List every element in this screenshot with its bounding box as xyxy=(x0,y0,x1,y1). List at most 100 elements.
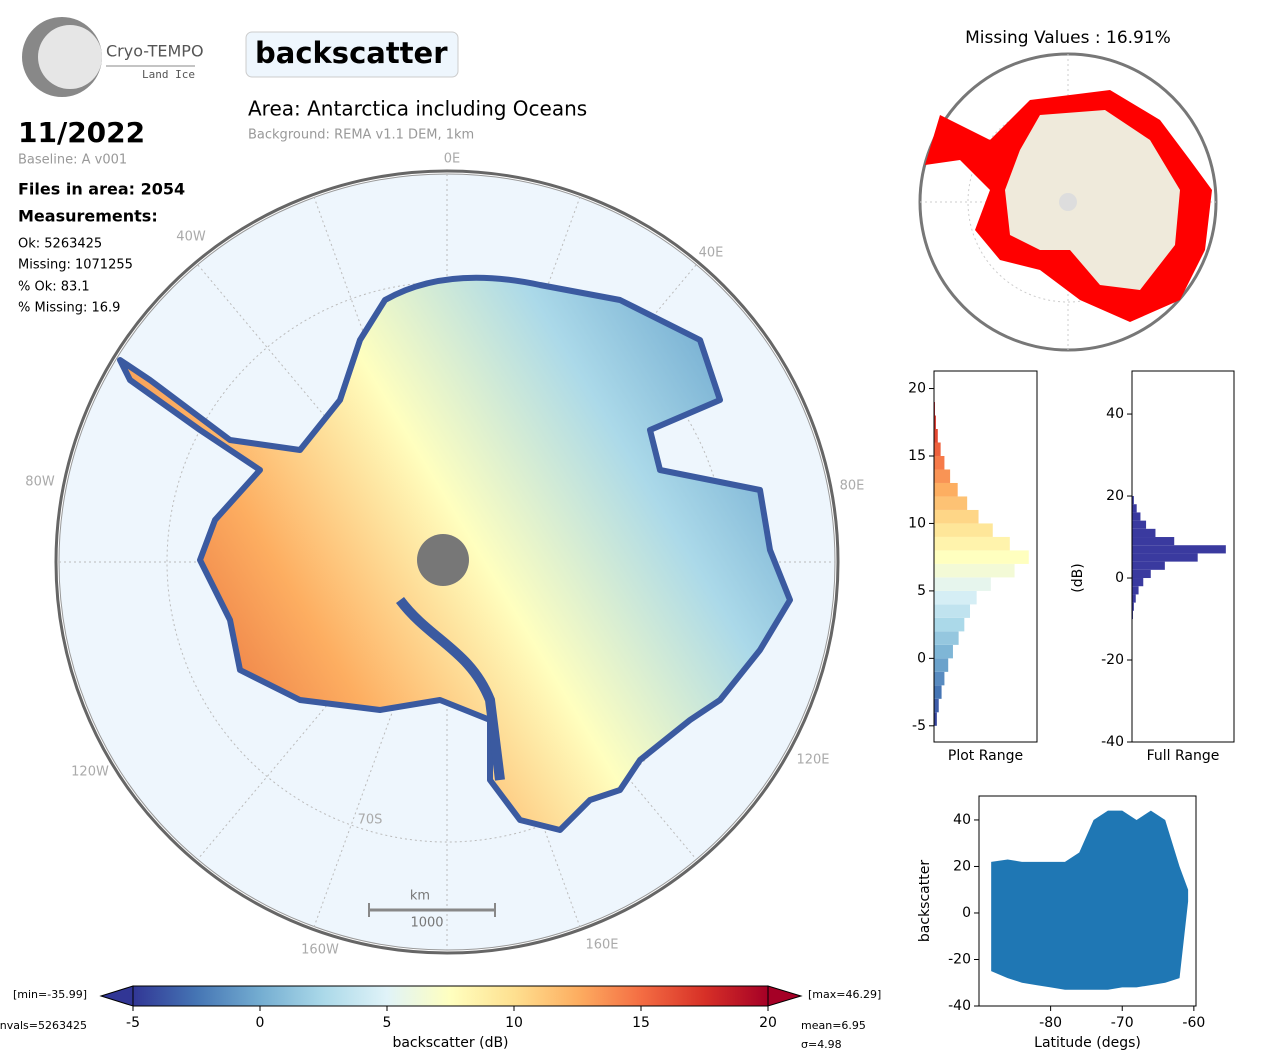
hist-bar xyxy=(934,617,965,632)
lon-label: 80E xyxy=(840,479,865,494)
hist-bar xyxy=(1132,569,1151,579)
x-axis-label: Full Range xyxy=(1147,748,1220,764)
baseline: Baseline: A v001 xyxy=(18,153,127,168)
x-tick-label: 0 xyxy=(256,1015,265,1031)
x-axis-label: Plot Range xyxy=(948,748,1023,764)
hist-bar xyxy=(1132,528,1156,538)
hist-bar xyxy=(934,455,945,470)
stat-line: % Ok: 83.1 xyxy=(18,280,90,295)
hist-bar xyxy=(934,496,968,510)
lat-label: 70S xyxy=(358,813,383,828)
lon-label: 120W xyxy=(71,765,109,780)
hist-bar xyxy=(934,577,991,591)
hist-bar xyxy=(1132,594,1136,603)
hist-bar xyxy=(1132,504,1137,513)
lon-label: 40W xyxy=(176,230,206,245)
scatter-cloud xyxy=(991,810,1189,990)
hist-bar xyxy=(934,469,951,483)
y-tick-label: -40 xyxy=(948,998,971,1014)
hist-bar xyxy=(934,604,971,618)
logo-subtitle: Land Ice xyxy=(142,68,195,81)
hist-bar xyxy=(1132,512,1141,521)
hist-bar xyxy=(1132,520,1147,529)
y-tick-label: 40 xyxy=(953,812,971,828)
scale-unit: km xyxy=(410,889,430,904)
y-tick-label: 40 xyxy=(1106,406,1124,422)
date: 11/2022 xyxy=(18,116,145,149)
hist-bar xyxy=(934,509,979,524)
min-label: [min=-35.99] xyxy=(13,988,87,1001)
x-tick-label: 10 xyxy=(505,1015,523,1031)
y-tick-label: 15 xyxy=(908,448,926,464)
x-tick-label: -80 xyxy=(1039,1015,1062,1031)
lon-label: 160E xyxy=(585,938,618,953)
std-label: σ=4.98 xyxy=(801,1038,842,1051)
hist-bar xyxy=(934,671,945,686)
y-tick-label: 0 xyxy=(917,650,926,666)
x-tick-label: 15 xyxy=(632,1015,650,1031)
logo-title: Cryo-TEMPO xyxy=(106,42,204,61)
y-tick-label: 10 xyxy=(908,515,926,531)
parameter: backscatter xyxy=(255,36,448,70)
hist-bar xyxy=(934,631,959,645)
hist-bar xyxy=(1132,496,1134,505)
lon-label: 0E xyxy=(444,152,461,167)
y-tick-label: 20 xyxy=(908,381,926,397)
x-tick-label: 20 xyxy=(759,1015,777,1031)
hist-bar xyxy=(934,536,1010,551)
y-tick-label: 20 xyxy=(953,858,971,874)
hist-bar xyxy=(934,429,938,443)
hist-bar xyxy=(1132,602,1134,611)
y-tick-label: -20 xyxy=(948,951,971,967)
y-tick-label: -20 xyxy=(1101,652,1124,668)
hist-bar xyxy=(934,712,937,726)
hist-bar xyxy=(934,590,977,605)
y-tick-label: -40 xyxy=(1101,734,1124,750)
axes-frame xyxy=(978,795,1197,1007)
x-tick-label: -5 xyxy=(126,1015,140,1031)
hist-bar xyxy=(1132,553,1198,562)
extend-max xyxy=(767,985,803,1007)
y-axis-label: backscatter xyxy=(917,860,933,942)
hist-bar xyxy=(934,644,953,659)
missing-title: Missing Values : 16.91% xyxy=(965,28,1171,48)
hist-bar xyxy=(934,658,949,672)
x-axis-label: Latitude (degs) xyxy=(1034,1035,1141,1051)
mean-label: mean=6.95 xyxy=(801,1019,866,1032)
background: Background: REMA v1.1 DEM, 1km xyxy=(248,128,474,143)
colorbar xyxy=(132,985,769,1007)
lon-label: 160W xyxy=(301,943,339,958)
x-tick-label: -60 xyxy=(1182,1015,1205,1031)
stat-line: % Missing: 16.9 xyxy=(18,301,120,316)
hist-bar xyxy=(1132,561,1165,570)
hist-bar xyxy=(934,482,958,497)
hist-bar xyxy=(1132,545,1226,554)
parameter-box xyxy=(245,31,459,78)
max-label: [max=46.29] xyxy=(808,988,881,1001)
x-axis-label: backscatter (dB) xyxy=(392,1035,508,1051)
y-tick-label: 0 xyxy=(1115,570,1124,586)
hist-bar xyxy=(934,685,942,699)
hist-bar xyxy=(1132,578,1144,587)
axes-frame xyxy=(933,370,1038,743)
missing-map: Missing Values : 16.91% xyxy=(918,28,1218,352)
lon-label: 80W xyxy=(25,475,55,490)
hist-bar xyxy=(934,550,1029,564)
hist-bar xyxy=(934,523,993,537)
y-tick-label: -5 xyxy=(912,718,926,734)
hist-bar xyxy=(1132,537,1175,546)
axes-frame xyxy=(1131,370,1235,743)
files: Files in area: 2054 xyxy=(18,180,185,199)
main-map: 0E 40E 80E 120E 160E 160W 120W 80W 40W 7… xyxy=(25,152,864,958)
x-tick-label: -70 xyxy=(1111,1015,1134,1031)
hist-bar xyxy=(1132,586,1139,595)
lon-label: 120E xyxy=(796,753,829,768)
stat-line: Missing: 1071255 xyxy=(18,258,133,273)
logo: Cryo-TEMPO Land Ice xyxy=(22,17,204,97)
lon-label: 40E xyxy=(699,246,724,261)
hist-bar xyxy=(934,415,936,430)
y-tick-label: 0 xyxy=(962,905,971,921)
measurements: Measurements: xyxy=(18,207,158,226)
y-tick-label: 5 xyxy=(917,583,926,599)
scale-value: 1000 xyxy=(410,916,443,931)
